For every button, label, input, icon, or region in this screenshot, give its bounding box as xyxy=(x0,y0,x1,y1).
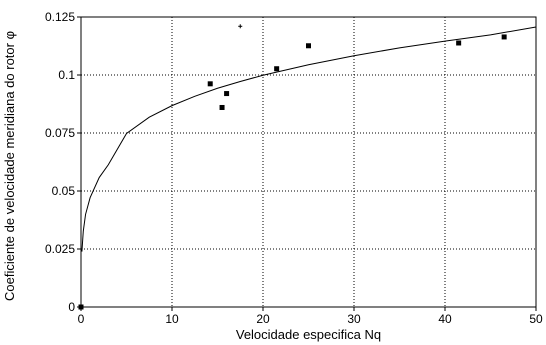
y-tick-label-5: 0.125 xyxy=(45,10,75,24)
data-point-4 xyxy=(274,66,280,72)
x-tick-label-4: 40 xyxy=(438,312,452,326)
x-tick-label-1: 10 xyxy=(165,312,179,326)
x-tick-label-3: 30 xyxy=(347,312,361,326)
y-tick-label-1: 0.025 xyxy=(45,242,75,256)
data-point-3 xyxy=(224,91,230,97)
y-tick-label-4: 0.1 xyxy=(58,68,75,82)
fit-curve-line xyxy=(81,26,537,252)
y-axis-label: Coeficiente de velocidade meridiana do r… xyxy=(2,31,17,301)
plus-point-0 xyxy=(238,24,243,29)
x-tick-label-5: 50 xyxy=(529,312,543,326)
y-tick-label-0: 0 xyxy=(68,300,75,314)
x-tick-label-2: 20 xyxy=(256,312,270,326)
x-tick-label-0: 0 xyxy=(78,312,85,326)
data-point-7 xyxy=(501,34,507,40)
grid-lines xyxy=(81,17,536,307)
fit-curve xyxy=(81,26,537,252)
data-point-6 xyxy=(456,40,462,46)
axes xyxy=(77,16,537,311)
tick-labels: 0 10 20 30 40 50 0 0.025 0.05 0.075 0.1 0.125 xyxy=(45,10,543,326)
y-tick-label-2: 0.05 xyxy=(52,184,76,198)
y-tick-label-3: 0.075 xyxy=(45,126,75,140)
data-point-5 xyxy=(306,43,311,49)
data-point-1 xyxy=(207,81,213,87)
data-point-2 xyxy=(219,104,225,110)
x-axis-label: Velocidade especifica Nq xyxy=(236,327,381,342)
plot-frame xyxy=(80,16,537,308)
